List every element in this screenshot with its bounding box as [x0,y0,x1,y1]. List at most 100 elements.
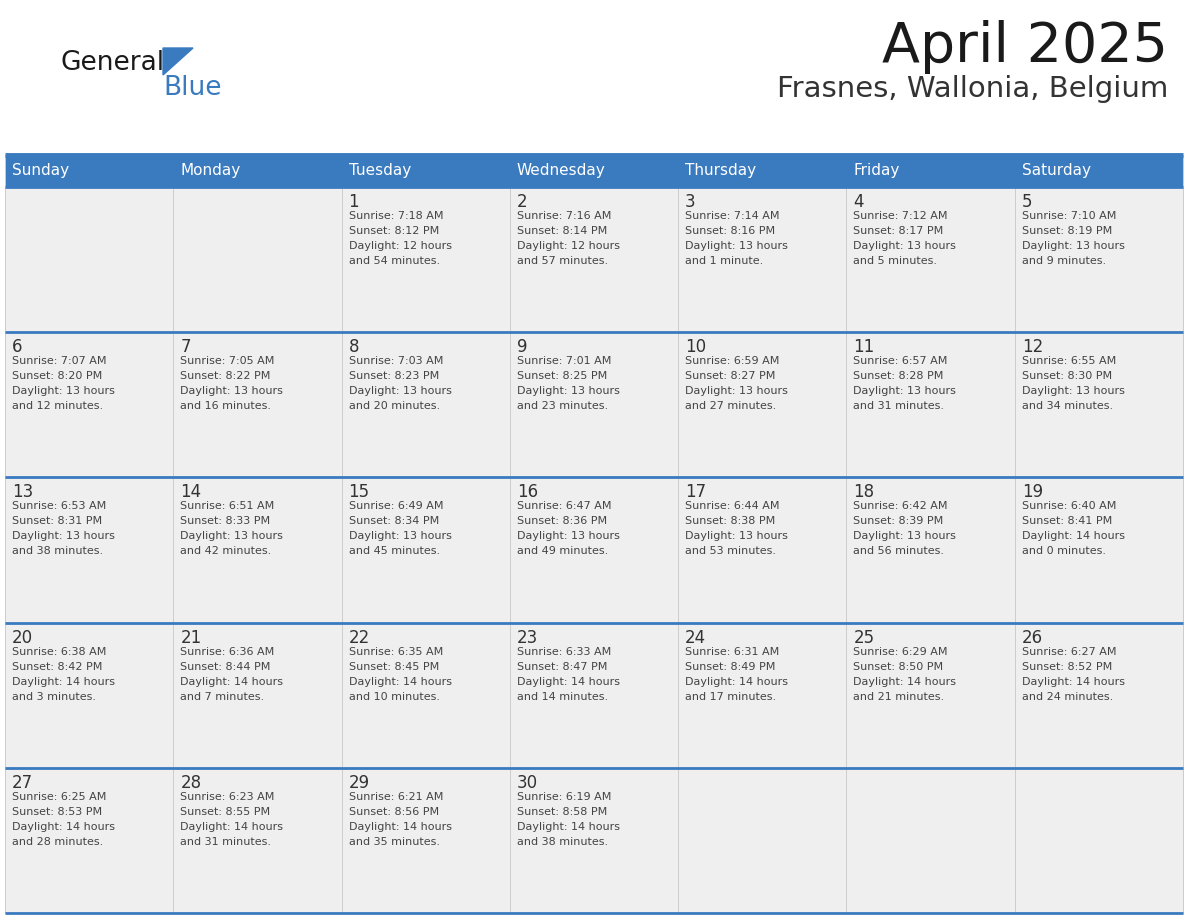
Text: 27: 27 [12,774,33,792]
Text: 12: 12 [1022,338,1043,356]
Text: 20: 20 [12,629,33,646]
Text: Daylight: 13 hours: Daylight: 13 hours [12,532,115,542]
Text: and 5 minutes.: and 5 minutes. [853,256,937,266]
Text: Sunday: Sunday [12,163,69,178]
Text: Daylight: 14 hours: Daylight: 14 hours [517,822,620,832]
Text: and 14 minutes.: and 14 minutes. [517,691,608,701]
Text: Sunset: 8:47 PM: Sunset: 8:47 PM [517,662,607,672]
Text: Sunrise: 7:05 AM: Sunrise: 7:05 AM [181,356,274,366]
Text: Sunrise: 6:36 AM: Sunrise: 6:36 AM [181,646,274,656]
Text: Sunrise: 6:59 AM: Sunrise: 6:59 AM [685,356,779,366]
Text: 2: 2 [517,193,527,211]
Text: 8: 8 [348,338,359,356]
Text: Sunset: 8:49 PM: Sunset: 8:49 PM [685,662,776,672]
Text: Sunset: 8:34 PM: Sunset: 8:34 PM [348,517,438,526]
Bar [678,155,846,187]
Text: Thursday: Thursday [685,163,757,178]
Text: and 7 minutes.: and 7 minutes. [181,691,265,701]
Text: Daylight: 13 hours: Daylight: 13 hours [685,386,788,397]
Text: Daylight: 13 hours: Daylight: 13 hours [348,386,451,397]
Text: and 45 minutes.: and 45 minutes. [348,546,440,556]
Text: Frasnes, Wallonia, Belgium: Frasnes, Wallonia, Belgium [777,75,1168,103]
Text: Sunset: 8:42 PM: Sunset: 8:42 PM [12,662,102,672]
Text: Sunrise: 7:07 AM: Sunrise: 7:07 AM [12,356,107,366]
Bar [342,622,510,767]
Bar [342,767,510,913]
Text: Sunset: 8:12 PM: Sunset: 8:12 PM [348,226,438,236]
Bar [342,477,510,622]
Text: 24: 24 [685,629,707,646]
Text: Sunrise: 6:38 AM: Sunrise: 6:38 AM [12,646,107,656]
Text: Blue: Blue [163,75,221,101]
Bar [678,332,846,477]
Text: Sunset: 8:44 PM: Sunset: 8:44 PM [181,662,271,672]
Text: and 31 minutes.: and 31 minutes. [853,401,944,411]
Text: Sunset: 8:23 PM: Sunset: 8:23 PM [348,371,438,381]
Text: Sunrise: 6:55 AM: Sunrise: 6:55 AM [1022,356,1116,366]
Text: Daylight: 13 hours: Daylight: 13 hours [181,532,283,542]
Text: Sunset: 8:45 PM: Sunset: 8:45 PM [348,662,438,672]
Text: 18: 18 [853,484,874,501]
Text: 1: 1 [348,193,359,211]
Text: Daylight: 14 hours: Daylight: 14 hours [348,822,451,832]
Bar [5,332,173,477]
Text: Sunset: 8:25 PM: Sunset: 8:25 PM [517,371,607,381]
Text: and 9 minutes.: and 9 minutes. [1022,256,1106,266]
Text: Sunset: 8:19 PM: Sunset: 8:19 PM [1022,226,1112,236]
Text: and 24 minutes.: and 24 minutes. [1022,691,1113,701]
Text: 13: 13 [12,484,33,501]
Text: 25: 25 [853,629,874,646]
Text: 19: 19 [1022,484,1043,501]
Text: Daylight: 14 hours: Daylight: 14 hours [853,677,956,687]
Bar [1015,767,1183,913]
Text: Sunrise: 6:47 AM: Sunrise: 6:47 AM [517,501,612,511]
Bar [510,477,678,622]
Text: Sunrise: 6:33 AM: Sunrise: 6:33 AM [517,646,611,656]
Bar [342,332,510,477]
Text: 14: 14 [181,484,202,501]
Text: 15: 15 [348,484,369,501]
Text: 6: 6 [12,338,23,356]
Bar [173,622,342,767]
Text: and 20 minutes.: and 20 minutes. [348,401,440,411]
Text: and 49 minutes.: and 49 minutes. [517,546,608,556]
Bar [5,767,173,913]
Text: Sunset: 8:27 PM: Sunset: 8:27 PM [685,371,776,381]
Bar [173,767,342,913]
Text: Sunrise: 6:29 AM: Sunrise: 6:29 AM [853,646,948,656]
Text: Sunrise: 6:25 AM: Sunrise: 6:25 AM [12,792,107,801]
Text: 17: 17 [685,484,707,501]
Bar [173,332,342,477]
Bar [1015,155,1183,187]
Text: Daylight: 12 hours: Daylight: 12 hours [348,241,451,251]
Bar [5,477,173,622]
Text: and 31 minutes.: and 31 minutes. [181,837,271,846]
Text: Sunrise: 6:35 AM: Sunrise: 6:35 AM [348,646,443,656]
Text: Daylight: 14 hours: Daylight: 14 hours [685,677,788,687]
Bar [5,155,173,187]
Text: Sunset: 8:56 PM: Sunset: 8:56 PM [348,807,438,817]
Text: and 17 minutes.: and 17 minutes. [685,691,776,701]
Text: Sunset: 8:30 PM: Sunset: 8:30 PM [1022,371,1112,381]
Text: and 3 minutes.: and 3 minutes. [12,691,96,701]
Text: Tuesday: Tuesday [348,163,411,178]
Text: Sunrise: 7:18 AM: Sunrise: 7:18 AM [348,211,443,221]
Text: Daylight: 13 hours: Daylight: 13 hours [1022,241,1125,251]
Text: Sunrise: 7:03 AM: Sunrise: 7:03 AM [348,356,443,366]
Bar [510,155,678,187]
Text: Wednesday: Wednesday [517,163,606,178]
Bar [173,477,342,622]
Text: and 27 minutes.: and 27 minutes. [685,401,777,411]
Text: Sunset: 8:17 PM: Sunset: 8:17 PM [853,226,943,236]
Text: 29: 29 [348,774,369,792]
Text: and 23 minutes.: and 23 minutes. [517,401,608,411]
Bar [846,187,1015,332]
Text: Sunset: 8:41 PM: Sunset: 8:41 PM [1022,517,1112,526]
Text: and 0 minutes.: and 0 minutes. [1022,546,1106,556]
Text: Saturday: Saturday [1022,163,1091,178]
Text: Daylight: 14 hours: Daylight: 14 hours [12,822,115,832]
Text: Sunrise: 6:51 AM: Sunrise: 6:51 AM [181,501,274,511]
Text: Daylight: 13 hours: Daylight: 13 hours [685,241,788,251]
Text: Sunset: 8:20 PM: Sunset: 8:20 PM [12,371,102,381]
Bar [510,187,678,332]
